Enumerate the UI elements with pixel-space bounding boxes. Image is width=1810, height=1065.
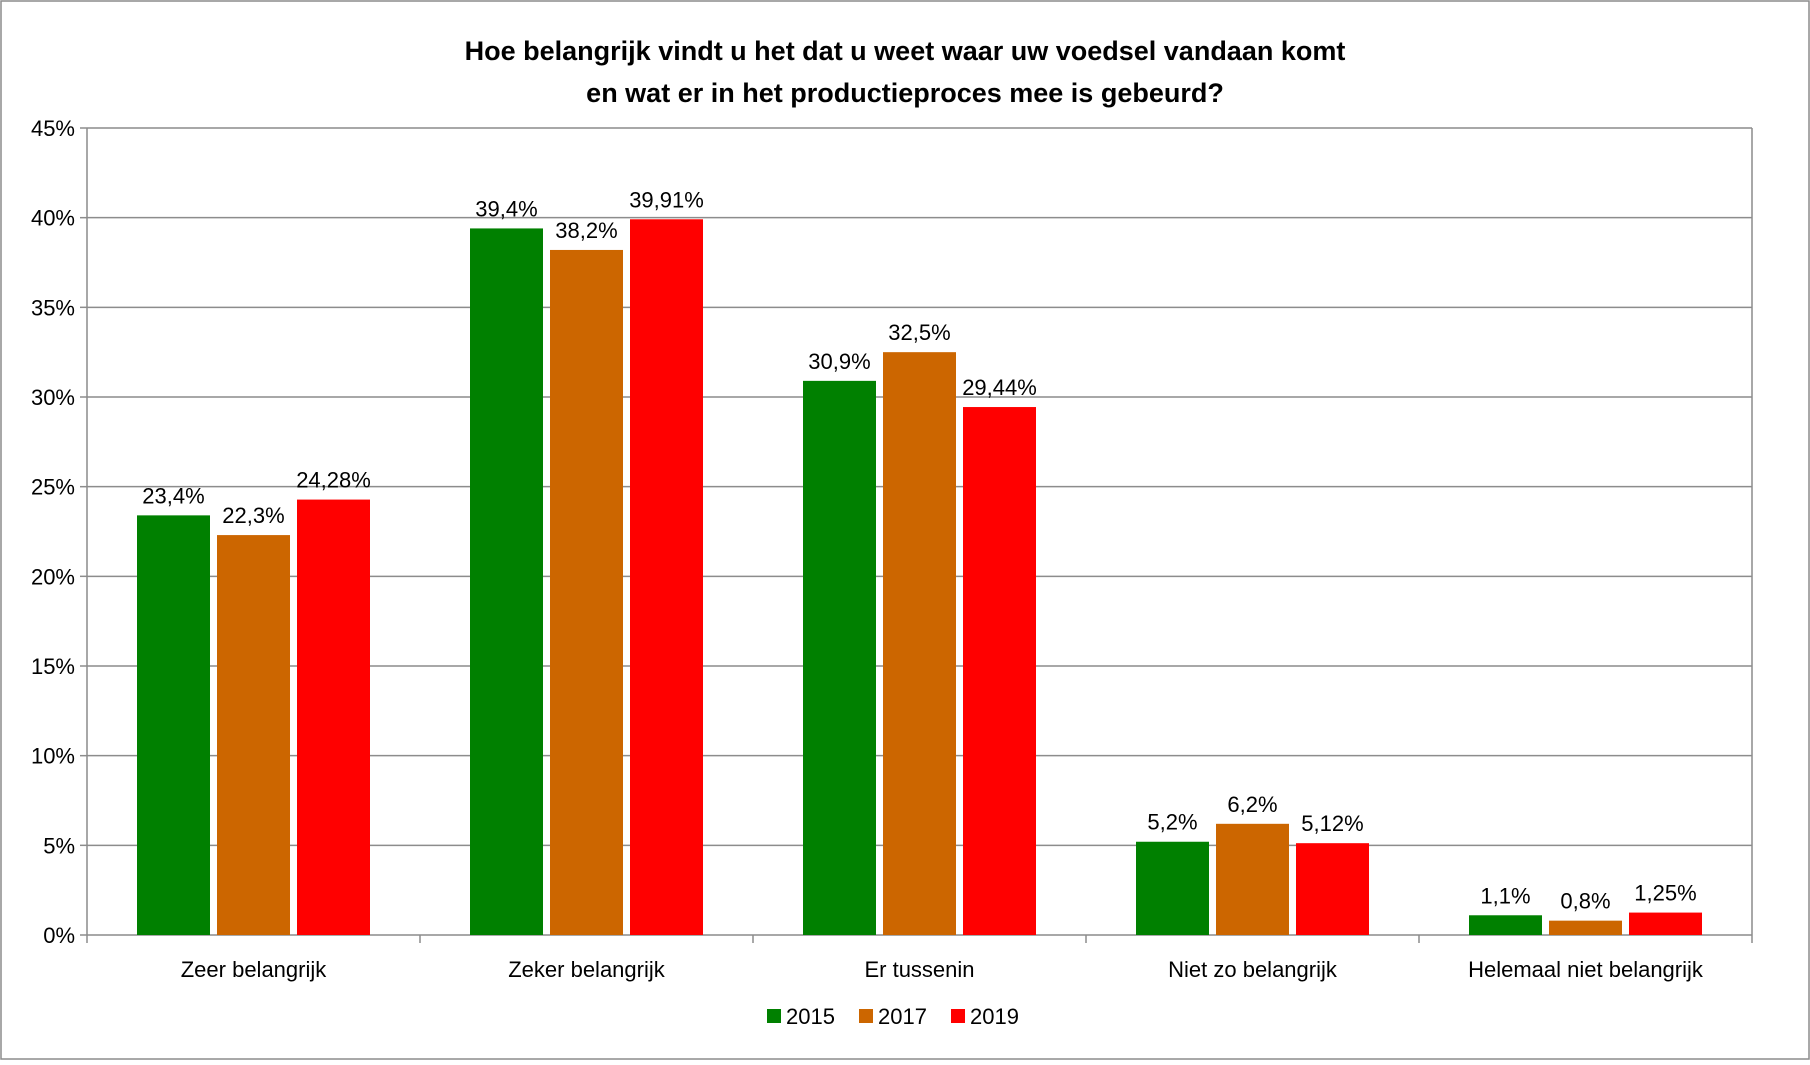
y-tick-label: 45% — [31, 116, 75, 141]
legend-label: 2017 — [878, 1004, 927, 1029]
data-label: 1,25% — [1634, 881, 1696, 906]
data-label: 5,12% — [1301, 811, 1363, 836]
y-tick-label: 40% — [31, 206, 75, 231]
data-label: 38,2% — [555, 218, 617, 243]
legend-label: 2015 — [786, 1004, 835, 1029]
data-labels: 23,4% 39,4% 30,9% 5,2% 1,1% 22,3% 38,2% 32,5% 6,… — [142, 187, 1696, 913]
bar-2019 — [630, 219, 703, 936]
y-tick-label: 20% — [31, 564, 75, 589]
axes: 0% 5% 10% 15% 20% 25% 30% 35% 40% 45% Zeer belangr… — [31, 116, 1753, 982]
data-label: 39,4% — [475, 196, 537, 221]
data-label: 1,1% — [1480, 883, 1530, 908]
legend: 2015 2017 2019 — [767, 1004, 1019, 1029]
bar-2017 — [1216, 823, 1289, 935]
y-tick-label: 10% — [31, 744, 75, 769]
bars — [137, 219, 1702, 936]
bar-2015 — [803, 380, 876, 935]
data-label: 29,44% — [962, 375, 1037, 400]
bar-2019 — [1296, 843, 1369, 935]
bar-2019 — [1629, 912, 1702, 935]
legend-swatch-2015 — [767, 1009, 781, 1023]
bar-2015 — [470, 228, 543, 936]
data-label: 39,91% — [629, 187, 704, 212]
bar-2017 — [217, 535, 290, 935]
x-category-label: Zeker belangrijk — [508, 957, 666, 982]
data-label: 22,3% — [222, 503, 284, 528]
data-label: 0,8% — [1560, 889, 1610, 914]
y-tick-label: 5% — [43, 833, 75, 858]
legend-swatch-2017 — [859, 1009, 873, 1023]
x-category-label: Er tussenin — [864, 957, 974, 982]
bar-2019 — [963, 407, 1036, 935]
chart-title: Hoe belangrijk vindt u het dat u weet wa… — [465, 36, 1346, 108]
legend-swatch-2019 — [951, 1009, 965, 1023]
y-tick-label: 25% — [31, 475, 75, 500]
data-label: 5,2% — [1147, 810, 1197, 835]
bar-2017 — [550, 249, 623, 936]
bar-2015 — [1136, 841, 1209, 935]
x-category-label: Helemaal niet belangrijk — [1468, 957, 1704, 982]
chart-title-line: en wat er in het productieproces mee is … — [586, 78, 1224, 108]
x-category-label: Niet zo belangrijk — [1168, 957, 1338, 982]
y-tick-label: 30% — [31, 385, 75, 410]
bar-2017 — [1549, 920, 1622, 935]
y-tick-label: 35% — [31, 295, 75, 320]
data-label: 6,2% — [1227, 792, 1277, 817]
data-label: 24,28% — [296, 468, 371, 493]
x-category-label: Zeer belangrijk — [181, 957, 328, 982]
data-label: 23,4% — [142, 483, 204, 508]
bar-2015 — [137, 515, 210, 935]
bar-2017 — [883, 352, 956, 936]
bar-2015 — [1469, 915, 1542, 935]
y-tick-label: 15% — [31, 654, 75, 679]
data-label: 32,5% — [888, 320, 950, 345]
y-tick-label: 0% — [43, 923, 75, 948]
bar-2019 — [297, 499, 370, 935]
chart-title-line: Hoe belangrijk vindt u het dat u weet wa… — [465, 36, 1346, 66]
data-label: 30,9% — [808, 349, 870, 374]
legend-label: 2019 — [970, 1004, 1019, 1029]
